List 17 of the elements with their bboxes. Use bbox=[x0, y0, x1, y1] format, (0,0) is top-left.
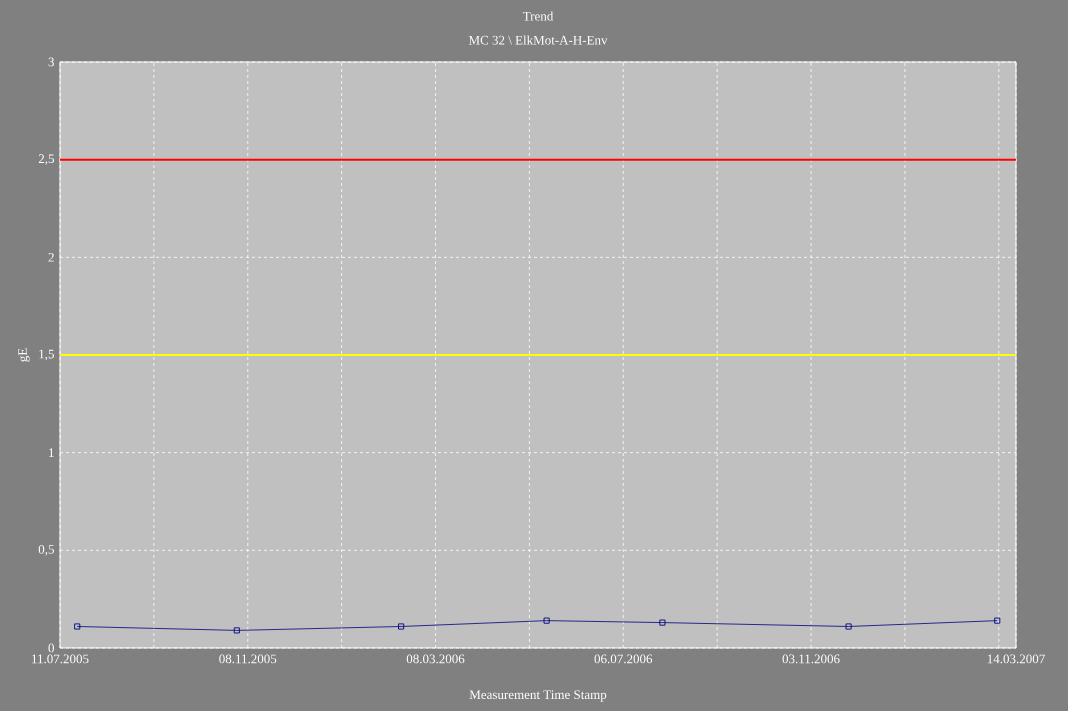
y-tick-label: 1 bbox=[49, 448, 54, 457]
y-tick-label: 2 bbox=[48, 253, 54, 262]
y-tick-label: 0,5 bbox=[38, 545, 54, 556]
y-axis-title: gE bbox=[18, 348, 30, 362]
x-tick-label: 08.11.2005 bbox=[219, 654, 277, 664]
x-tick-label: 11.07.2005 bbox=[32, 654, 89, 664]
y-tick-label: 3 bbox=[48, 57, 54, 67]
x-tick-label: 03.11.2006 bbox=[782, 654, 840, 664]
chart-subtitle: MC 32 \ ElkMot-A-H-Env bbox=[468, 35, 608, 45]
chart-title: Trend bbox=[522, 11, 554, 21]
y-tick-label: 1,5 bbox=[39, 349, 54, 361]
x-axis-title: Measurement Time Stamp bbox=[469, 690, 607, 702]
y-tick-label: 2,5 bbox=[38, 154, 54, 165]
x-tick-label: 14.03.2007 bbox=[987, 654, 1045, 664]
x-tick-label: 08.03.2006 bbox=[406, 654, 465, 664]
x-tick-label: 06.07.2006 bbox=[594, 654, 653, 664]
y-tick-label: 0 bbox=[48, 643, 54, 653]
